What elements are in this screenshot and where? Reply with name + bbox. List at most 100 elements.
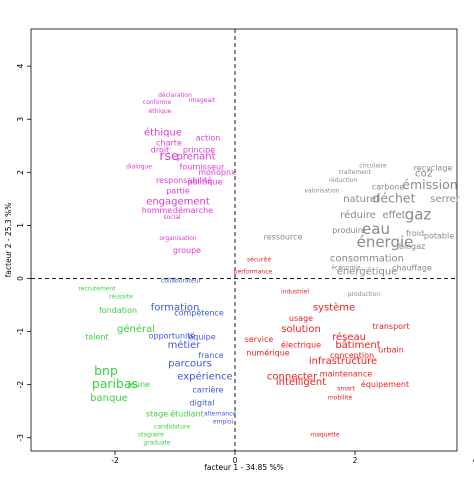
- y-axis-label: facteur 2 - 25.3 %%: [4, 203, 13, 278]
- word-point: métier: [168, 339, 202, 351]
- word-point: paribas: [92, 376, 138, 391]
- word-point: fondation: [99, 306, 137, 315]
- y-tick-label: -3: [16, 434, 25, 442]
- word-point: éthique: [144, 127, 182, 139]
- word-point: intelligent: [276, 377, 326, 388]
- word-point: ressource: [264, 233, 303, 242]
- word-point: carrière: [193, 384, 224, 394]
- x-tick-label: -2: [111, 456, 119, 465]
- word-point: conforme: [143, 99, 172, 106]
- word-point: france: [198, 351, 223, 360]
- word-point: transport: [373, 322, 410, 331]
- word-point: talent: [85, 332, 108, 341]
- reference-lines: [31, 29, 457, 451]
- word-point: banque: [90, 393, 128, 404]
- word-point: émission: [402, 177, 457, 192]
- word-point: équipe: [188, 331, 215, 341]
- y-tick-label: 1: [16, 223, 25, 228]
- y-tick-label: 4: [16, 64, 25, 69]
- word-point: connecter: [267, 372, 318, 383]
- y-tick-label: 3: [16, 117, 25, 122]
- word-point: système: [313, 302, 355, 314]
- y-tick-label: -2: [16, 381, 25, 389]
- y-tick-label: 0: [16, 276, 25, 281]
- word-point: sécurité: [247, 256, 271, 263]
- word-point: action: [196, 133, 221, 142]
- y-tick-label: 2: [16, 170, 25, 175]
- word-point: emploi: [213, 418, 234, 425]
- word-point: urbain: [378, 346, 404, 355]
- word-point: froid: [406, 229, 424, 238]
- x-tick-label: 4: [473, 456, 474, 465]
- word-point: effet: [382, 210, 405, 221]
- word-point: étudiant: [170, 408, 204, 418]
- word-point: partie: [166, 186, 190, 195]
- word-point: déchet: [372, 190, 415, 205]
- word-point: carbone: [372, 183, 405, 192]
- word-point: responsabilité: [156, 175, 212, 185]
- word-point: produire: [332, 226, 366, 235]
- word-point: industriel: [281, 288, 309, 295]
- word-point: groupe: [173, 246, 201, 255]
- word-point: déclaration: [158, 92, 192, 99]
- word-point: formation: [151, 303, 200, 314]
- word-point: bâtiment: [335, 339, 380, 351]
- word-point: homme: [142, 206, 173, 215]
- word-point: stagiaire: [138, 432, 164, 439]
- word-point: équipement: [361, 379, 409, 389]
- word-point: maintenance: [320, 370, 372, 379]
- word-point: graduate: [143, 440, 171, 447]
- word-point: naturel: [343, 194, 379, 205]
- word-point: réduction: [329, 177, 358, 184]
- word-point: service: [245, 335, 274, 344]
- word-point: production: [348, 291, 380, 298]
- word-point: énergétique: [337, 266, 398, 278]
- word-point: opportunité: [149, 330, 196, 340]
- word-point: stage: [146, 409, 168, 418]
- word-point: performance: [234, 269, 273, 276]
- word-point: infrastructure: [309, 356, 377, 367]
- word-point: usage: [289, 314, 313, 323]
- word-point: réussite: [109, 294, 133, 301]
- word-point: principe: [183, 146, 215, 155]
- word-point: co2: [415, 168, 433, 179]
- word-point: réseau: [332, 331, 366, 343]
- word-point: charte: [156, 139, 182, 148]
- word-point: smart: [337, 385, 355, 392]
- word-point: recrutement: [78, 286, 116, 293]
- word-point: économie: [331, 264, 361, 271]
- word-point: droit: [151, 146, 169, 155]
- word-point: numérique: [246, 347, 290, 357]
- word-point: digital: [190, 399, 215, 408]
- word-point: monopnx: [198, 168, 236, 177]
- word-point: mobilité: [328, 394, 353, 401]
- word-point: eau: [362, 220, 390, 238]
- word-point: circulaire: [359, 162, 387, 169]
- word-point: parcours: [168, 358, 212, 369]
- x-tick-label: 2: [353, 456, 358, 465]
- x-tick-label: 0: [233, 456, 238, 465]
- word-point: fournisseur: [180, 163, 226, 172]
- x-axis-label: facteur 1 - 34.85 %%: [204, 463, 284, 472]
- word-point: électrique: [281, 339, 321, 349]
- word-point: social: [163, 214, 180, 221]
- word-point: réduire: [340, 209, 376, 221]
- word-point: dialogue: [126, 164, 152, 171]
- word-point: consommation: [330, 253, 404, 264]
- word-point: serrer: [430, 194, 460, 205]
- word-point: imageait: [189, 97, 216, 104]
- word-point: valorisation: [305, 187, 340, 194]
- word-point: biogaz: [399, 242, 425, 251]
- axis-ticks: -2 0 2 4 -3 -2 -1 0 1 2 3 4: [16, 64, 474, 465]
- word-point: alternance: [204, 410, 236, 417]
- word-point: engagement: [146, 197, 210, 208]
- word-point: maquette: [310, 432, 340, 439]
- word-point: prenant: [176, 151, 215, 162]
- word-point: traitement: [339, 169, 372, 176]
- plot-frame: [30, 28, 458, 452]
- word-point: bnp: [94, 363, 118, 378]
- word-point: éthique: [149, 108, 172, 115]
- word-point: conception: [330, 351, 374, 360]
